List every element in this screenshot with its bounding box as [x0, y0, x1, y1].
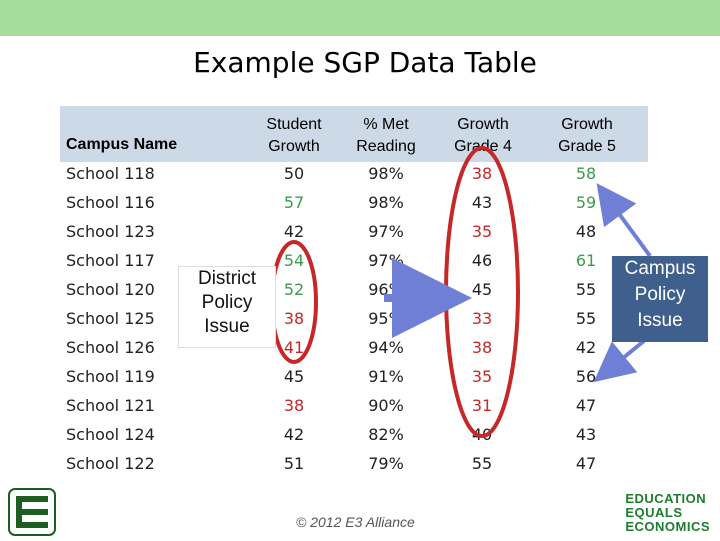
met-reading: 97%	[368, 222, 404, 241]
school-name: School 123	[66, 222, 155, 241]
school-name: School 121	[66, 396, 155, 415]
copyright-footer: © 2012 E3 Alliance	[296, 514, 415, 530]
header-line-2: Grade 4	[454, 138, 512, 155]
student-growth: 50	[283, 164, 305, 183]
header-campus-name: Campus Name	[66, 136, 178, 153]
school-name: School 117	[66, 251, 155, 270]
header-line-1: Growth	[561, 116, 613, 133]
growth-grade-5: 56	[575, 367, 597, 386]
met-reading: 98%	[368, 164, 404, 183]
callout-line-2: Policy	[201, 292, 253, 313]
growth-grade-5: 59	[575, 193, 597, 212]
logo-line-2: EQUALS	[625, 505, 683, 520]
met-reading: 91%	[368, 367, 404, 386]
met-reading: 98%	[368, 193, 404, 212]
callout-line-2: Policy	[634, 284, 686, 305]
student-growth: 45	[283, 367, 305, 386]
student-growth: 57	[283, 193, 305, 212]
district-policy-callout: District Policy Issue	[178, 266, 276, 348]
school-name: School 125	[66, 309, 155, 328]
met-reading: 95%	[368, 309, 404, 328]
growth-grade-5: 43	[575, 425, 597, 444]
school-name: School 126	[66, 338, 155, 357]
header-line-2: Growth	[268, 138, 320, 155]
school-name: School 118	[66, 164, 155, 183]
growth-grade-4: 35	[471, 222, 493, 241]
header-student-growth: Student Growth	[258, 114, 330, 158]
growth-grade-4: 46	[471, 251, 493, 270]
school-name: School 116	[66, 193, 155, 212]
met-reading: 82%	[368, 425, 404, 444]
school-name: School 119	[66, 367, 155, 386]
callout-line-3: Issue	[204, 316, 250, 337]
education-equals-economics-logo: EDUCATION EQUALS ECONOMICS	[625, 492, 710, 534]
growth-grade-5: 47	[575, 396, 597, 415]
growth-grade-4: 33	[471, 309, 493, 328]
growth-grade-5: 47	[575, 454, 597, 473]
met-reading: 97%	[368, 251, 404, 270]
school-name: School 120	[66, 280, 155, 299]
header-line-2: Grade 5	[558, 138, 616, 155]
growth-grade-4: 38	[471, 338, 493, 357]
growth-grade-5: 55	[575, 309, 597, 328]
met-reading: 79%	[368, 454, 404, 473]
growth-grade-4: 31	[471, 396, 493, 415]
growth-grade-5: 61	[575, 251, 597, 270]
growth-grade-5: 42	[575, 338, 597, 357]
header-growth-g4: Growth Grade 4	[446, 114, 520, 158]
page-title: Example SGP Data Table	[193, 46, 537, 79]
met-reading: 90%	[368, 396, 404, 415]
growth-grade-4: 45	[471, 280, 493, 299]
logo-line-3: ECONOMICS	[625, 519, 710, 534]
met-reading: 96%	[368, 280, 404, 299]
header-met-reading: % Met Reading	[346, 114, 426, 158]
growth-grade-5: 58	[575, 164, 597, 183]
growth-grade-4: 43	[471, 193, 493, 212]
header-line-1: % Met	[363, 116, 409, 133]
student-growth: 51	[283, 454, 305, 473]
growth-grade-4: 38	[471, 164, 493, 183]
growth-grade-5: 48	[575, 222, 597, 241]
growth-grade-4: 55	[471, 454, 493, 473]
callout-line-3: Issue	[637, 310, 683, 331]
growth-grade-4: 40	[471, 425, 493, 444]
callout-line-1: District	[197, 268, 257, 289]
callout-line-1: Campus	[624, 258, 696, 279]
e3-logo-icon	[8, 488, 56, 536]
campus-policy-callout: Campus Policy Issue	[612, 256, 708, 342]
header-line-1: Growth	[457, 116, 509, 133]
header-line-1: Student	[266, 116, 322, 133]
growth-grade-5: 55	[575, 280, 597, 299]
logo-line-1: EDUCATION	[625, 491, 707, 506]
student-growth: 42	[283, 222, 305, 241]
school-name: School 124	[66, 425, 155, 444]
school-name: School 122	[66, 454, 155, 473]
header-line-2: Reading	[356, 138, 416, 155]
student-growth: 42	[283, 425, 305, 444]
met-reading: 94%	[368, 338, 404, 357]
header-background	[60, 106, 648, 162]
header-growth-g5: Growth Grade 5	[550, 114, 624, 158]
top-accent-bar	[0, 0, 720, 36]
student-growth: 38	[283, 396, 305, 415]
growth-grade-4: 35	[471, 367, 493, 386]
